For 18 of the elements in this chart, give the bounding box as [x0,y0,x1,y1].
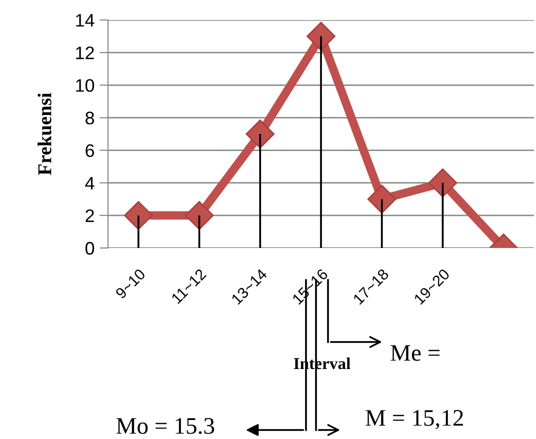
point [124,200,153,230]
point [428,168,458,198]
y-tick-label: 8 [86,112,94,124]
y-tick-label: 14 [76,14,94,27]
y-tick-label: 0 [85,242,94,255]
y-tick-label: 6 [86,144,94,158]
point [184,200,214,230]
y-tick-label: 10 [76,79,94,92]
text: Me = [390,345,440,361]
y-axis-title: Frekuensi [38,92,52,176]
y-tick-label: 12 [76,46,94,60]
y-tick-label: 2 [86,209,94,222]
point [246,120,275,148]
y-tick-label: 4 [85,176,94,190]
text: M = 15,12 [366,410,463,430]
text: Mo = 15.3 [116,418,214,434]
point [367,184,396,214]
point [306,22,336,51]
